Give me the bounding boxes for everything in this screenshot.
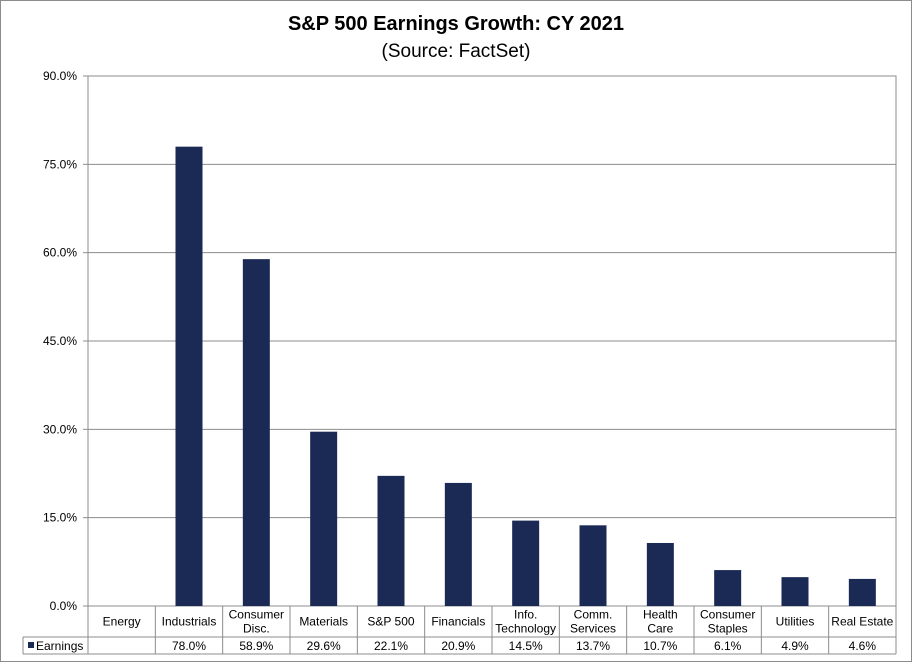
bar bbox=[646, 542, 674, 606]
bar bbox=[848, 578, 876, 606]
bar bbox=[579, 525, 607, 606]
category-label: Comm. Services bbox=[570, 608, 616, 636]
data-value-label: 20.9% bbox=[441, 639, 475, 653]
y-tick-label: 15.0% bbox=[43, 511, 77, 525]
data-value-label: 58.9% bbox=[239, 639, 273, 653]
category-label: S&P 500 bbox=[367, 615, 414, 629]
bar bbox=[175, 146, 203, 606]
y-tick-label: 90.0% bbox=[43, 69, 77, 83]
bar bbox=[310, 431, 338, 606]
data-table: Energy Industrials Consumer Disc. Materials S… bbox=[22, 606, 897, 655]
y-tick-label: 75.0% bbox=[43, 157, 77, 171]
y-axis-ticks: 0.0% 15.0% 30.0% 45.0% 60.0% 75.0% 90.0% bbox=[43, 69, 88, 613]
legend-label: Earnings bbox=[36, 639, 83, 653]
data-value-label: 4.6% bbox=[849, 639, 877, 653]
data-value-label: 78.0% bbox=[172, 639, 206, 653]
category-label: Info. Technology bbox=[495, 608, 556, 636]
category-label: Consumer Staples bbox=[700, 608, 755, 636]
category-label: Materials bbox=[299, 615, 348, 629]
legend-swatch bbox=[28, 642, 34, 648]
bar bbox=[242, 259, 270, 606]
y-tick-label: 60.0% bbox=[43, 246, 77, 260]
category-label: Industrials bbox=[162, 615, 217, 629]
data-value-label: 10.7% bbox=[643, 639, 677, 653]
data-value-label: 13.7% bbox=[576, 639, 610, 653]
category-label: Health Care bbox=[643, 608, 678, 636]
category-label: Energy bbox=[103, 615, 141, 629]
data-value-label: 4.9% bbox=[781, 639, 809, 653]
y-tick-label: 0.0% bbox=[50, 599, 78, 613]
bar bbox=[714, 570, 742, 606]
data-value-label: 14.5% bbox=[509, 639, 543, 653]
bar bbox=[377, 475, 405, 606]
bar bbox=[781, 577, 809, 606]
category-label: Financials bbox=[431, 615, 485, 629]
category-label: Real Estate bbox=[831, 615, 893, 629]
chart-subtitle: (Source: FactSet) bbox=[382, 41, 531, 62]
category-label: Consumer Disc. bbox=[229, 608, 284, 636]
data-value-label: 22.1% bbox=[374, 639, 408, 653]
data-value-label: 6.1% bbox=[714, 639, 742, 653]
y-tick-label: 30.0% bbox=[43, 422, 77, 436]
gridlines bbox=[87, 75, 897, 607]
bar bbox=[512, 520, 540, 606]
category-label: Utilities bbox=[776, 615, 815, 629]
chart-title: S&P 500 Earnings Growth: CY 2021 bbox=[288, 13, 624, 35]
bars bbox=[175, 146, 876, 606]
bar bbox=[444, 482, 472, 606]
data-value-label: 29.6% bbox=[307, 639, 341, 653]
y-tick-label: 45.0% bbox=[43, 334, 77, 348]
